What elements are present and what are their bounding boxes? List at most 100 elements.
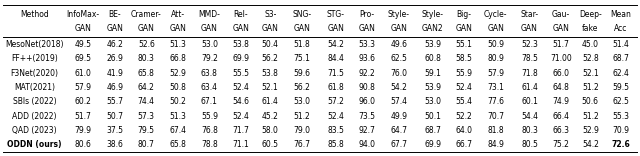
Text: MMD-: MMD- bbox=[198, 10, 220, 19]
Text: 90.8: 90.8 bbox=[358, 83, 376, 92]
Text: 53.9: 53.9 bbox=[424, 40, 441, 49]
Text: 50.8: 50.8 bbox=[170, 83, 186, 92]
Text: 52.2: 52.2 bbox=[456, 112, 472, 121]
Text: 79.5: 79.5 bbox=[138, 126, 155, 135]
Text: 52.9: 52.9 bbox=[170, 68, 186, 78]
Text: 45.2: 45.2 bbox=[262, 112, 278, 121]
Text: GAN: GAN bbox=[487, 24, 504, 33]
Text: 70.7: 70.7 bbox=[487, 112, 504, 121]
Text: 92.7: 92.7 bbox=[358, 126, 376, 135]
Text: ODDN (ours): ODDN (ours) bbox=[8, 140, 62, 149]
Text: 94.0: 94.0 bbox=[358, 140, 376, 149]
Text: 52.4: 52.4 bbox=[456, 83, 472, 92]
Text: 50.4: 50.4 bbox=[262, 40, 278, 49]
Text: 46.9: 46.9 bbox=[106, 83, 124, 92]
Text: 64.7: 64.7 bbox=[390, 126, 407, 135]
Text: 61.4: 61.4 bbox=[521, 83, 538, 92]
Text: 56.2: 56.2 bbox=[293, 83, 310, 92]
Text: 67.1: 67.1 bbox=[201, 97, 218, 106]
Text: 76.0: 76.0 bbox=[390, 68, 407, 78]
Text: GAN: GAN bbox=[327, 24, 344, 33]
Text: 59.5: 59.5 bbox=[612, 83, 629, 92]
Text: Pro-: Pro- bbox=[360, 10, 374, 19]
Text: 76.7: 76.7 bbox=[293, 140, 310, 149]
Text: 41.9: 41.9 bbox=[106, 68, 124, 78]
Text: 57.9: 57.9 bbox=[75, 83, 92, 92]
Text: 64.2: 64.2 bbox=[138, 83, 155, 92]
Text: 71.7: 71.7 bbox=[232, 126, 250, 135]
Text: 51.4: 51.4 bbox=[612, 40, 629, 49]
Text: QAD (2023): QAD (2023) bbox=[12, 126, 57, 135]
Text: 84.4: 84.4 bbox=[327, 54, 344, 63]
Text: 54.4: 54.4 bbox=[521, 112, 538, 121]
Text: GAN: GAN bbox=[232, 24, 250, 33]
Text: 79.9: 79.9 bbox=[75, 126, 92, 135]
Text: 54.2: 54.2 bbox=[327, 40, 344, 49]
Text: 55.5: 55.5 bbox=[232, 68, 250, 78]
Text: F3Net(2020): F3Net(2020) bbox=[11, 68, 59, 78]
Text: 61.4: 61.4 bbox=[262, 97, 278, 106]
Text: 76.8: 76.8 bbox=[201, 126, 218, 135]
Text: GAN: GAN bbox=[293, 24, 310, 33]
Text: SBIs (2022): SBIs (2022) bbox=[13, 97, 56, 106]
Text: Style-: Style- bbox=[422, 10, 444, 19]
Text: GAN: GAN bbox=[106, 24, 124, 33]
Text: 52.3: 52.3 bbox=[521, 40, 538, 49]
Text: 54.2: 54.2 bbox=[582, 140, 599, 149]
Text: 64.8: 64.8 bbox=[553, 83, 570, 92]
Text: 53.0: 53.0 bbox=[424, 97, 441, 106]
Text: 49.5: 49.5 bbox=[75, 40, 92, 49]
Text: Method: Method bbox=[20, 10, 49, 19]
Text: 53.0: 53.0 bbox=[201, 40, 218, 49]
Text: 71.00: 71.00 bbox=[550, 54, 572, 63]
Text: 66.8: 66.8 bbox=[170, 54, 186, 63]
Text: MesoNet(2018): MesoNet(2018) bbox=[6, 40, 64, 49]
Text: SNG-: SNG- bbox=[292, 10, 311, 19]
Text: 62.5: 62.5 bbox=[612, 97, 629, 106]
Text: 52.4: 52.4 bbox=[232, 83, 250, 92]
Text: 53.8: 53.8 bbox=[262, 68, 278, 78]
Text: 55.7: 55.7 bbox=[106, 97, 124, 106]
Text: 92.2: 92.2 bbox=[359, 68, 376, 78]
Text: 45.0: 45.0 bbox=[582, 40, 599, 49]
Text: GAN: GAN bbox=[138, 24, 155, 33]
Text: Deep-: Deep- bbox=[579, 10, 602, 19]
Text: 55.1: 55.1 bbox=[456, 40, 472, 49]
Text: GAN: GAN bbox=[390, 24, 407, 33]
Text: 49.9: 49.9 bbox=[390, 112, 407, 121]
Text: 80.3: 80.3 bbox=[521, 126, 538, 135]
Text: 56.2: 56.2 bbox=[262, 54, 278, 63]
Text: 52.8: 52.8 bbox=[582, 54, 598, 63]
Text: 51.3: 51.3 bbox=[170, 112, 186, 121]
Text: 62.5: 62.5 bbox=[390, 54, 407, 63]
Text: 52.9: 52.9 bbox=[582, 126, 599, 135]
Text: 51.3: 51.3 bbox=[170, 40, 186, 49]
Text: 50.2: 50.2 bbox=[170, 97, 186, 106]
Text: GAN: GAN bbox=[75, 24, 92, 33]
Text: 64.0: 64.0 bbox=[456, 126, 472, 135]
Text: 53.0: 53.0 bbox=[293, 97, 310, 106]
Text: 58.0: 58.0 bbox=[262, 126, 278, 135]
Text: MAT(2021): MAT(2021) bbox=[14, 83, 55, 92]
Text: 73.5: 73.5 bbox=[358, 112, 376, 121]
Text: 63.4: 63.4 bbox=[201, 83, 218, 92]
Text: 73.1: 73.1 bbox=[487, 83, 504, 92]
Text: 65.8: 65.8 bbox=[170, 140, 186, 149]
Text: 61.8: 61.8 bbox=[327, 83, 344, 92]
Text: 51.7: 51.7 bbox=[553, 40, 570, 49]
Text: 60.2: 60.2 bbox=[75, 97, 92, 106]
Text: 80.7: 80.7 bbox=[138, 140, 155, 149]
Text: GAN: GAN bbox=[521, 24, 538, 33]
Text: Cycle-: Cycle- bbox=[484, 10, 508, 19]
Text: 69.9: 69.9 bbox=[424, 140, 441, 149]
Text: 93.6: 93.6 bbox=[358, 54, 376, 63]
Text: 50.7: 50.7 bbox=[106, 112, 124, 121]
Text: 62.4: 62.4 bbox=[612, 68, 629, 78]
Text: 55.9: 55.9 bbox=[201, 112, 218, 121]
Text: Cramer-: Cramer- bbox=[131, 10, 162, 19]
Text: 78.8: 78.8 bbox=[201, 140, 218, 149]
Text: 83.5: 83.5 bbox=[327, 126, 344, 135]
Text: 77.6: 77.6 bbox=[487, 97, 504, 106]
Text: STG-: STG- bbox=[326, 10, 344, 19]
Text: 26.9: 26.9 bbox=[106, 54, 124, 63]
